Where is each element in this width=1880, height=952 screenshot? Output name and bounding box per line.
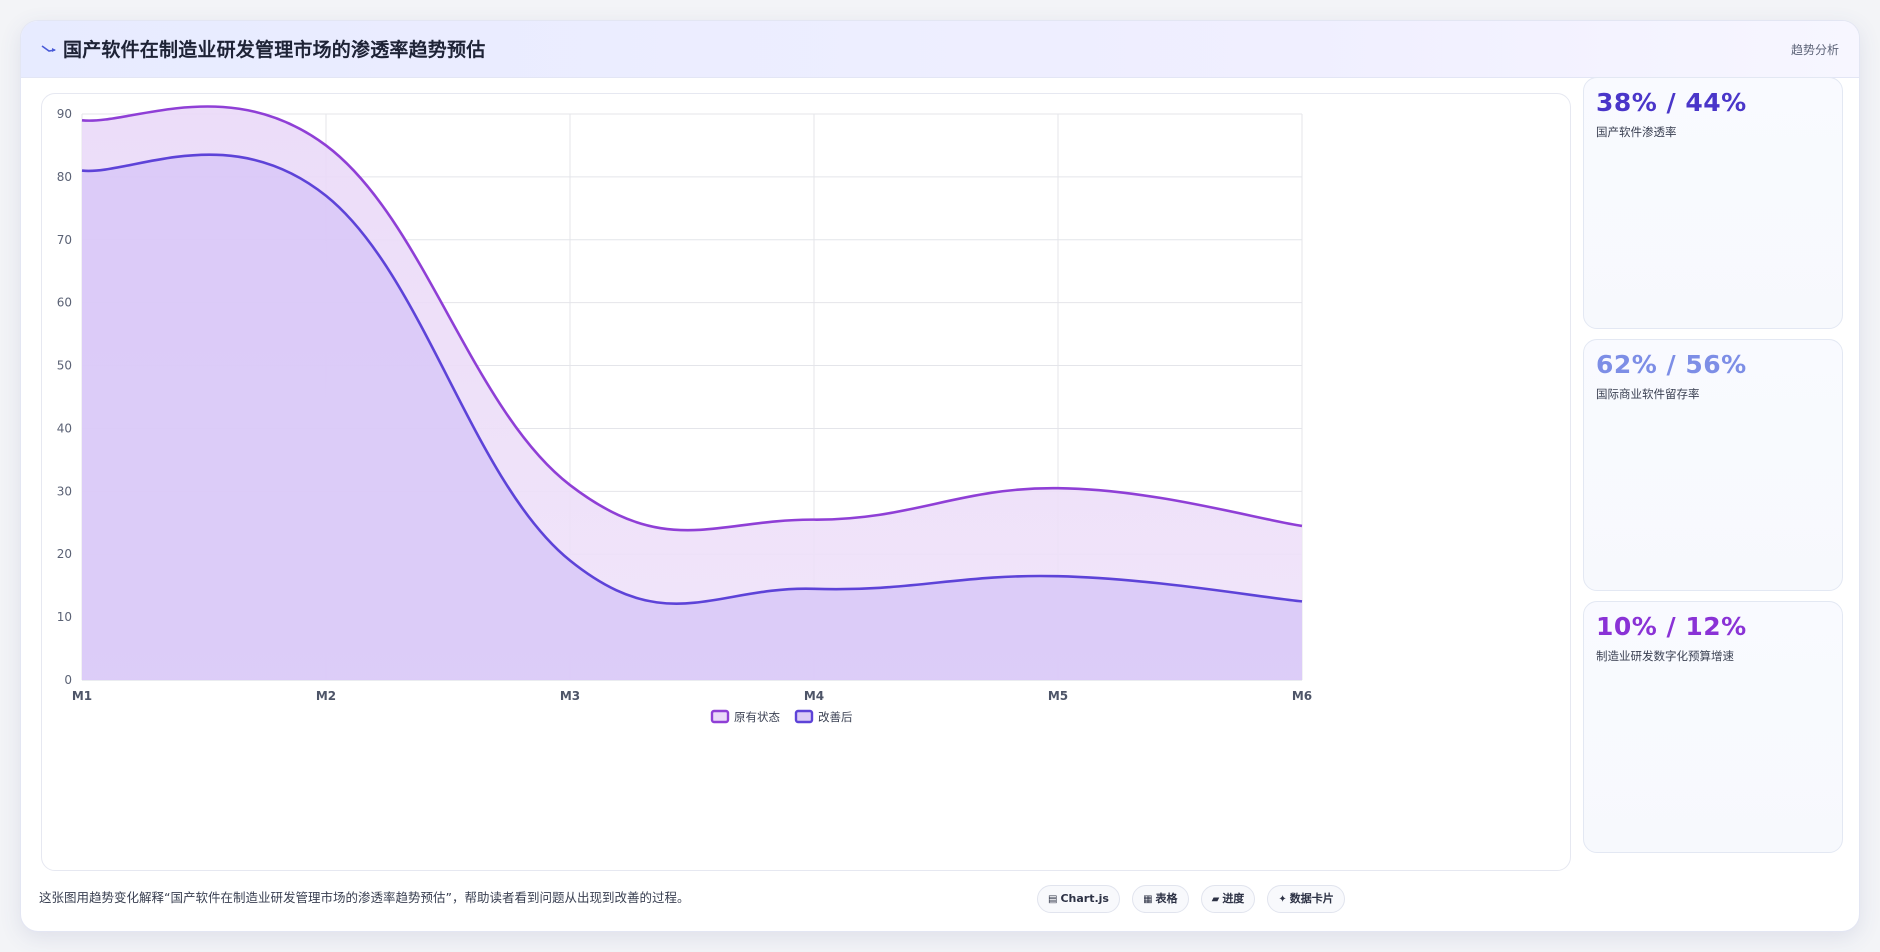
y-tick-label: 70 (57, 233, 72, 247)
pill-label: 进度 (1222, 892, 1245, 905)
x-tick-label: M1 (72, 689, 92, 703)
legend-label: 原有状态 (734, 710, 780, 724)
y-tick-label: 40 (57, 421, 72, 435)
y-tick-label: 60 (57, 296, 72, 310)
y-tick-label: 10 (57, 610, 72, 624)
chart-legend: 原有状态 改善后 (710, 709, 853, 724)
y-tick-label: 90 (57, 107, 72, 121)
legend-label: 改善后 (818, 710, 853, 724)
legend-item: 改善后 (794, 709, 853, 724)
x-tick-label: M6 (1292, 689, 1312, 703)
pill-label: Chart.js (1060, 892, 1109, 905)
kpi-label: 国产软件渗透率 (1596, 125, 1677, 139)
table-icon: ▦ (1143, 894, 1153, 905)
chart-description: 这张图用趋势变化解释“国产软件在制造业研发管理市场的渗透率趋势预估”，帮助读者看… (39, 890, 690, 905)
y-axis-labels: 0 10 20 30 40 50 60 70 80 90 (57, 107, 72, 687)
series-area-2 (82, 154, 1302, 681)
dashboard-card: 国产软件在制造业研发管理市场的渗透率趋势预估 趋势分析 0 10 20 30 40 50 6… (20, 20, 1860, 932)
y-tick-label: 20 (57, 547, 72, 561)
pill-data-card[interactable]: ✦ 数据卡片 (1267, 885, 1345, 913)
y-tick-label: 80 (57, 170, 72, 184)
legend-item: 原有状态 (710, 709, 780, 724)
kpi-label: 国际商业软件留存率 (1596, 387, 1700, 401)
kpi-value: 38% / 44% (1596, 88, 1747, 117)
y-tick-label: 30 (57, 484, 72, 498)
sparkle-icon: ✦ (1278, 894, 1287, 905)
x-axis-labels: M1 M2 M3 M4 M5 M6 (72, 689, 1312, 703)
y-tick-label: 50 (57, 359, 72, 373)
kpi-card-3: 10% / 12% 制造业研发数字化预算增速 (1583, 601, 1843, 853)
kpi-label: 制造业研发数字化预算增速 (1596, 649, 1734, 663)
card-header: 国产软件在制造业研发管理市场的渗透率趋势预估 趋势分析 (21, 21, 1859, 78)
legend-swatch (794, 709, 814, 724)
x-tick-label: M3 (560, 689, 580, 703)
y-tick-label: 0 (64, 673, 72, 687)
pill-progress[interactable]: ▰ 进度 (1200, 885, 1256, 913)
area-chart: 0 10 20 30 40 50 60 70 80 90 M1 M2 M3 M4 M5 M6 原有状态 改善后 (57, 105, 1312, 724)
pill-label: 表格 (1155, 892, 1178, 905)
x-tick-label: M4 (804, 689, 824, 703)
kpi-card-2: 62% / 56% 国际商业软件留存率 (1583, 339, 1843, 591)
pill-label: 数据卡片 (1289, 892, 1334, 905)
series-line-1 (81, 105, 1303, 532)
pill-table[interactable]: ▦ 表格 (1132, 885, 1189, 913)
page-title: 国产软件在制造业研发管理市场的渗透率趋势预估 (63, 39, 486, 61)
progress-icon: ▰ (1211, 894, 1220, 905)
pill-chartjs[interactable]: ▤ Chart.js (1037, 885, 1120, 913)
kpi-value: 10% / 12% (1596, 612, 1747, 641)
x-tick-label: M2 (316, 689, 336, 703)
chart-icon: ▤ (1048, 894, 1058, 905)
feature-pills: ▤ Chart.js ▦ 表格 ▰ 进度 ✦ 数据卡片 (1037, 885, 1352, 913)
trend-analysis-badge: 趋势分析 (1790, 43, 1839, 57)
kpi-value: 62% / 56% (1596, 350, 1747, 379)
kpi-card-1: 38% / 44% 国产软件渗透率 (1583, 77, 1843, 329)
x-tick-label: M5 (1048, 689, 1068, 703)
chart-panel: 0 10 20 30 40 50 60 70 80 90 M1 M2 M3 M4 M5 M6 原有状态 改善后 (41, 93, 1571, 871)
legend-swatch (710, 709, 730, 724)
trend-arrow-icon (41, 45, 56, 52)
series-line-2 (81, 153, 1303, 605)
chart-areas (81, 105, 1303, 681)
